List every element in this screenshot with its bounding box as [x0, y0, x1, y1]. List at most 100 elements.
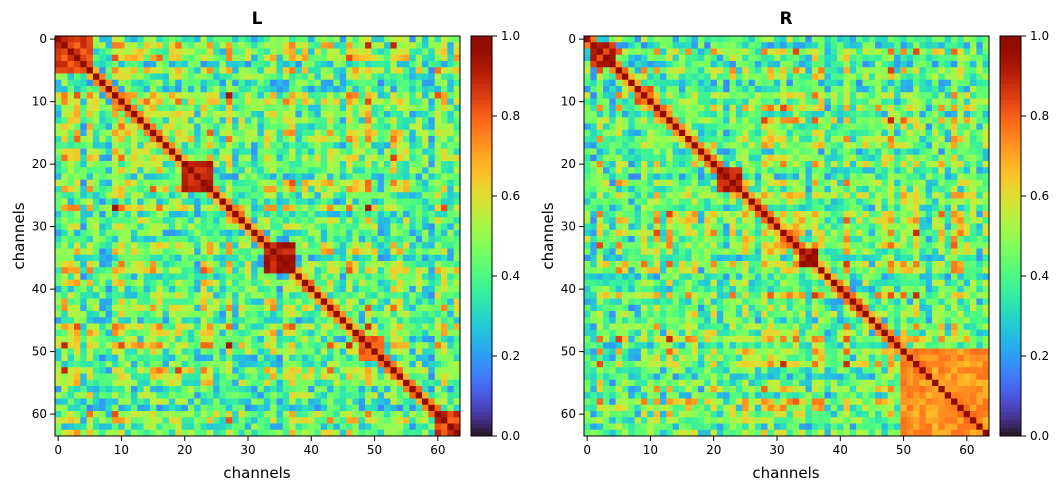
- heatmap-cell: [963, 48, 971, 56]
- heatmap-cell: [390, 417, 398, 424]
- heatmap-cell: [384, 411, 391, 418]
- heatmap-cell: [944, 48, 952, 56]
- heatmap-cell: [742, 79, 749, 87]
- heatmap-cell: [352, 286, 360, 293]
- heatmap-cell: [403, 111, 410, 118]
- heatmap-cell: [270, 154, 277, 162]
- heatmap-cell: [175, 98, 182, 106]
- heatmap-cell: [67, 342, 75, 349]
- colorbar-tick-label: 0.6: [501, 189, 520, 203]
- heatmap-cell: [301, 186, 309, 193]
- heatmap-cell: [67, 411, 75, 418]
- heatmap-cell: [377, 98, 385, 106]
- heatmap-cell: [653, 73, 661, 81]
- heatmap-cell: [697, 98, 705, 106]
- heatmap-cell: [111, 311, 119, 318]
- heatmap-cell: [295, 373, 303, 381]
- heatmap-cell: [219, 167, 227, 174]
- heatmap-cell: [422, 129, 429, 137]
- heatmap-cell: [339, 286, 347, 293]
- heatmap-cell: [206, 254, 214, 262]
- heatmap-cell: [384, 404, 391, 412]
- heatmap-cell: [976, 92, 984, 99]
- heatmap-cell: [219, 79, 227, 87]
- heatmap-cell: [86, 342, 94, 349]
- heatmap-cell: [371, 342, 379, 349]
- heatmap-cell: [276, 392, 284, 399]
- heatmap-cell: [55, 217, 62, 224]
- heatmap-cell: [447, 404, 455, 412]
- heatmap-cell: [415, 254, 423, 262]
- heatmap-cell: [282, 204, 290, 212]
- heatmap-cell: [691, 86, 699, 93]
- x-tick-label: 10: [114, 443, 129, 457]
- heatmap-cell: [327, 373, 334, 381]
- heatmap-cell: [678, 98, 686, 106]
- heatmap-cell: [200, 336, 208, 343]
- colorbar-step: [471, 288, 492, 293]
- heatmap-cell: [390, 292, 398, 299]
- heatmap-cell: [403, 236, 410, 243]
- heatmap-cell: [257, 173, 265, 181]
- heatmap-cell: [187, 317, 195, 324]
- heatmap-cell: [704, 67, 711, 74]
- heatmap-cell: [447, 54, 455, 62]
- heatmap-cell: [358, 98, 366, 106]
- heatmap-cell: [346, 417, 353, 424]
- heatmap-cell: [156, 186, 163, 193]
- heatmap-cell: [666, 48, 673, 56]
- heatmap-cell: [415, 304, 423, 312]
- heatmap-cell: [213, 279, 220, 287]
- heatmap-cell: [352, 98, 360, 106]
- colorbar-step: [471, 300, 492, 305]
- heatmap-cell: [55, 298, 62, 306]
- heatmap-cell: [327, 323, 334, 331]
- heatmap-cell: [409, 98, 417, 106]
- heatmap-cell: [396, 386, 404, 393]
- heatmap-cell: [213, 317, 220, 324]
- heatmap-cell: [238, 129, 246, 137]
- heatmap-cell: [384, 148, 391, 156]
- heatmap-cell: [951, 79, 958, 87]
- heatmap-cell: [339, 42, 347, 49]
- heatmap-cell: [149, 61, 157, 68]
- heatmap-cell: [314, 92, 322, 99]
- heatmap-cell: [365, 148, 372, 156]
- heatmap-cell: [453, 161, 461, 168]
- heatmap-cell: [187, 117, 195, 124]
- heatmap-cell: [384, 104, 391, 112]
- heatmap-cell: [251, 267, 258, 274]
- heatmap-cell: [200, 192, 208, 199]
- heatmap-cell: [213, 136, 220, 143]
- heatmap-cell: [200, 398, 208, 406]
- heatmap-cell: [339, 323, 347, 331]
- heatmap-cell: [232, 392, 239, 399]
- heatmap-cell: [168, 154, 176, 162]
- heatmap-cell: [232, 154, 239, 162]
- heatmap-cell: [276, 173, 284, 181]
- heatmap-cell: [99, 254, 107, 262]
- heatmap-cell: [710, 67, 718, 74]
- heatmap-cell: [124, 273, 132, 281]
- y-tick-label: 40: [32, 282, 47, 296]
- heatmap-cell: [282, 92, 290, 99]
- heatmap-cell: [327, 386, 334, 393]
- heatmap-cell: [339, 161, 347, 168]
- heatmap-cell: [333, 286, 341, 293]
- heatmap-cell: [225, 79, 233, 87]
- heatmap-cell: [434, 379, 442, 387]
- heatmap-cell: [441, 179, 448, 187]
- heatmap-cell: [270, 86, 277, 93]
- heatmap-cell: [61, 167, 69, 174]
- heatmap-cell: [428, 129, 436, 137]
- heatmap-cell: [314, 267, 322, 274]
- heatmap-cell: [162, 286, 170, 293]
- heatmap-cell: [320, 36, 328, 43]
- heatmap-cell: [403, 279, 410, 287]
- heatmap-cell: [187, 148, 195, 156]
- heatmap-cell: [390, 148, 398, 156]
- heatmap-cell: [447, 286, 455, 293]
- heatmap-cell: [723, 48, 730, 56]
- heatmap-cell: [244, 148, 252, 156]
- heatmap-cell: [162, 292, 170, 299]
